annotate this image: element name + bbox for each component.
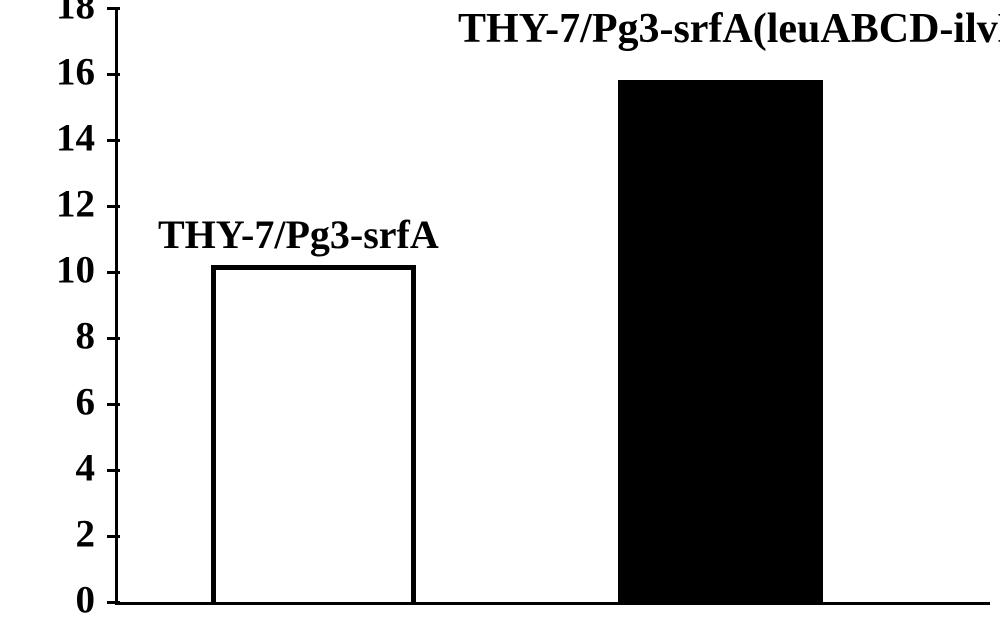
y-tick-label: 14 [56,119,95,158]
y-tick-label: 8 [76,317,96,356]
y-tick-mark [107,535,120,538]
y-tick-label: 0 [76,581,96,620]
y-tick-label: 2 [76,515,96,554]
y-tick-mark [107,403,120,406]
bar-label: THY-7/Pg3-srfA(leuABCD-ilvK) [458,8,1000,50]
y-tick-mark [107,469,120,472]
y-tick-mark [107,73,120,76]
y-tick-label: 18 [56,0,95,26]
y-tick-mark [107,205,120,208]
y-tick-label: 6 [76,383,96,422]
bar-thy7-pg3-srfa-leuabcd-ilvk [618,80,823,602]
y-tick-label: 12 [56,185,95,224]
plot-area: THY-7/Pg3-srfA THY-7/Pg3-srfA(leuABCD-il… [115,10,990,605]
bar-label: THY-7/Pg3-srfA [158,215,439,255]
y-tick-mark [107,7,120,10]
bar-chart: 0 2 4 6 8 10 12 14 16 18 THY-7/Pg3-srfA … [40,10,990,620]
bar-thy7-pg3-srfa [211,265,416,602]
y-tick-label: 16 [56,53,95,92]
y-tick-mark [107,271,120,274]
y-tick-mark [107,601,120,604]
y-tick-label: 4 [76,449,96,488]
y-tick-mark [107,337,120,340]
y-tick-label: 10 [56,251,95,290]
y-tick-mark [107,139,120,142]
y-axis-labels: 0 2 4 6 8 10 12 14 16 18 [40,6,105,606]
